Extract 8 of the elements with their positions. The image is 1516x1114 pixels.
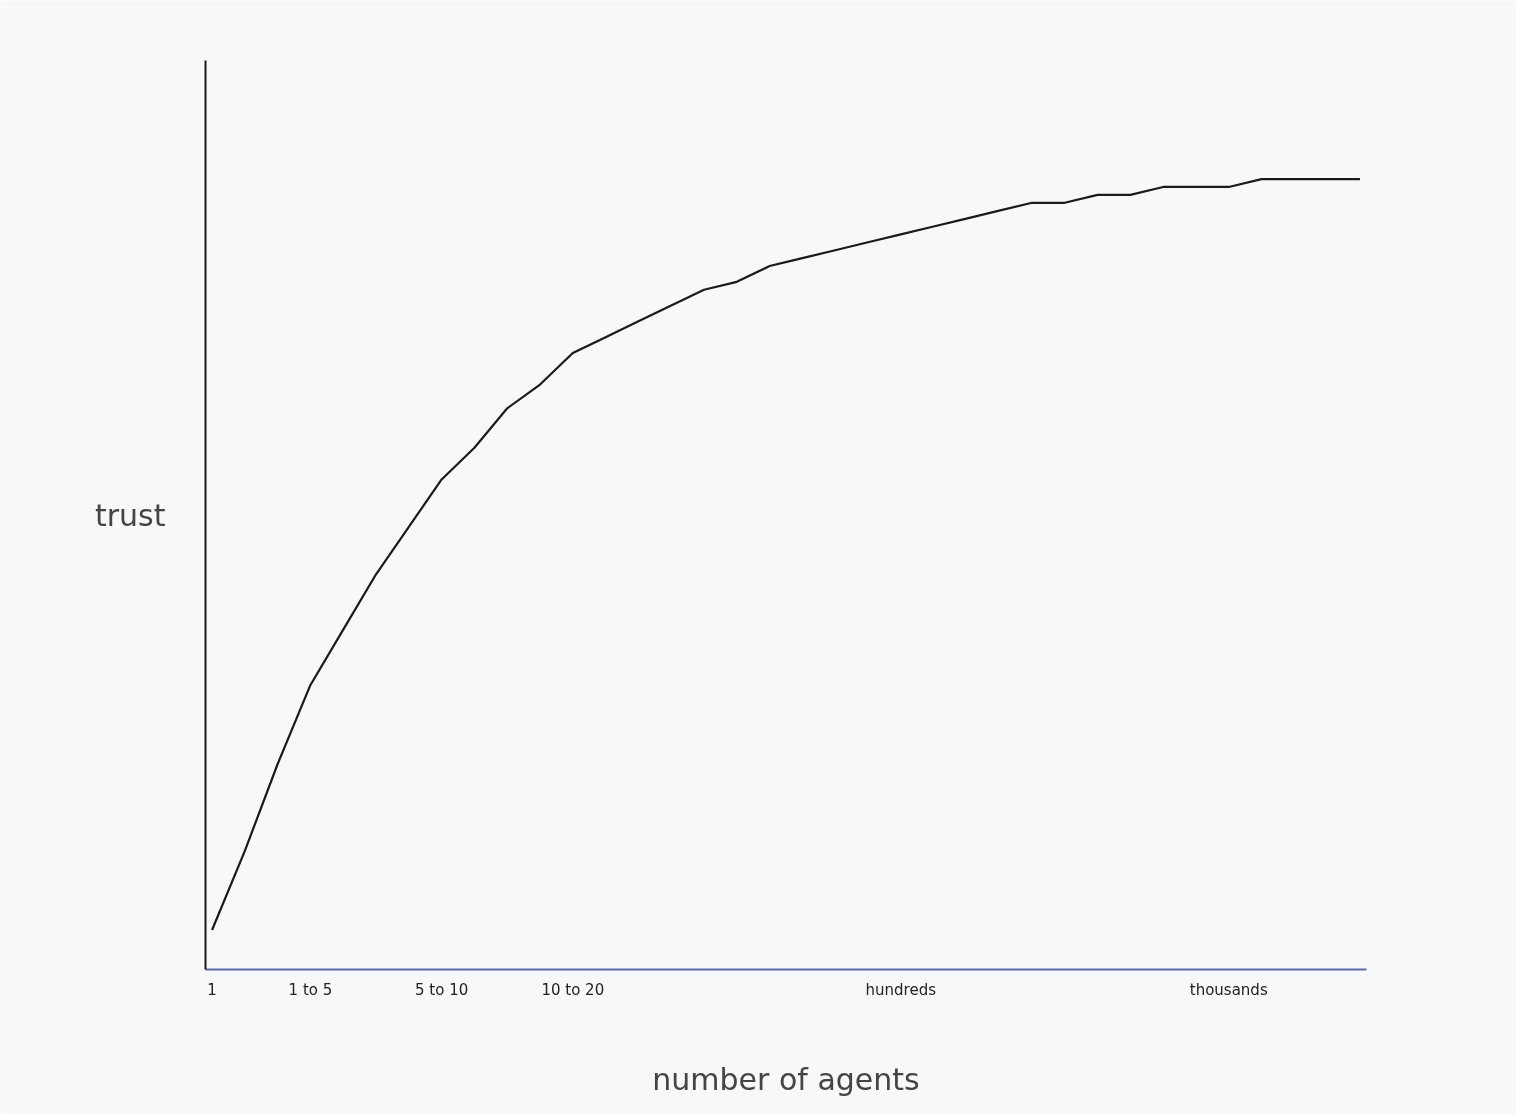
x-tick-label: 10 to 20 <box>541 980 605 999</box>
x-tick-label: 5 to 10 <box>415 980 469 999</box>
x-axis-title: number of agents <box>652 1061 920 1097</box>
x-tick-label: thousands <box>1189 980 1268 999</box>
x-tick-label: 1 to 5 <box>288 980 333 999</box>
x-tick-label: hundreds <box>865 980 937 999</box>
x-tick-label: 1 <box>207 980 217 999</box>
y-axis-title: trust <box>95 497 166 533</box>
